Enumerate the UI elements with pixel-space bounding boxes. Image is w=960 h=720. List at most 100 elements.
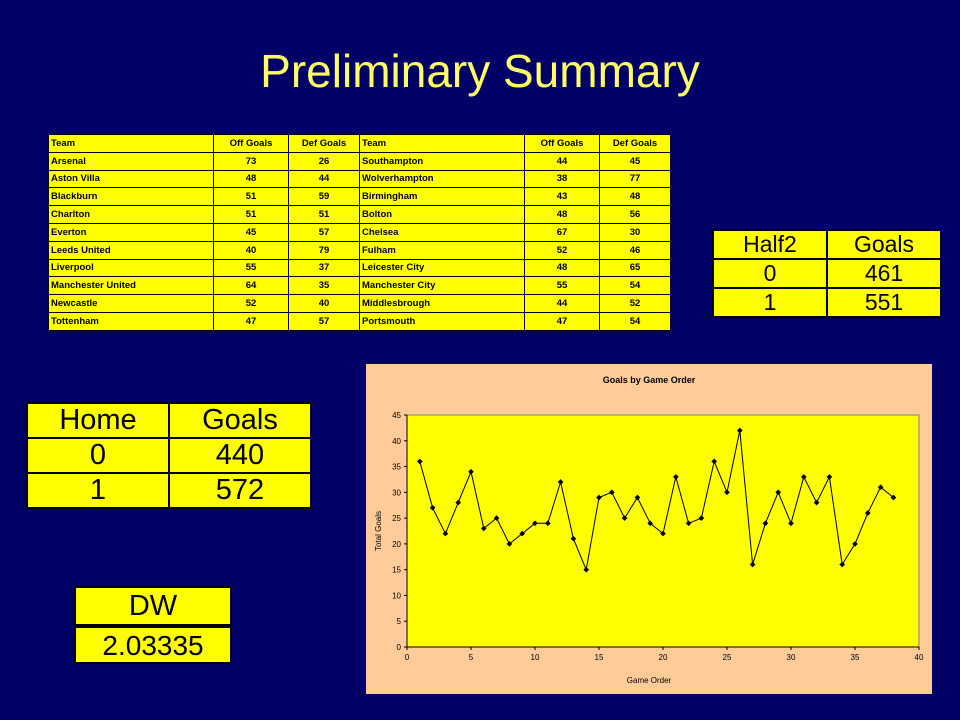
x-tick-label: 20 [659,653,668,662]
y-tick-label: 30 [392,488,401,497]
data-point [813,499,820,506]
def-goals: 57 [288,311,360,331]
def-goals: 77 [599,169,671,189]
off-goals: 45 [213,222,289,242]
off-goals: 43 [524,187,600,207]
def-goals: 54 [599,276,671,296]
half2-goals-table: Half2 Goals 0 461 1 551 [712,229,942,318]
home-goals-table: Home Goals 0 440 1 572 [26,402,312,509]
data-point [890,494,897,501]
team-name: Everton [48,222,214,242]
table-row: Liverpool 55 37 Leicester City 48 65 [48,258,671,278]
home-header-row: Home Goals [26,402,312,439]
data-point [621,515,628,521]
data-point [672,474,679,480]
def-goals: 51 [288,205,360,224]
table-row: 0 440 [26,437,312,474]
def-goals: 30 [599,222,671,242]
data-point [788,520,794,527]
off-goals: 55 [524,276,600,296]
data-point [877,484,884,491]
data-point [506,541,513,547]
chart-axes: 0 5 10 15 20 25 30 35 40 45 0 5 10 15 20 25 30 35 40 [392,411,924,662]
data-point [698,515,705,521]
header-def-goals: Def Goals [288,134,360,153]
y-tick-label: 20 [392,540,401,549]
y-tick-label: 45 [392,411,401,420]
data-point [608,489,615,496]
def-goals: 79 [288,240,360,260]
team-name: Tottenham [48,311,214,331]
data-point [749,561,756,568]
goals-by-game-order-chart: Goals by Game Order 0 5 10 15 20 25 30 35 40 45 0 5… [366,364,932,694]
data-point [711,458,718,465]
team-name: Liverpool [48,258,214,278]
team-name: Middlesbrough [359,294,525,313]
team-name: Newcastle [48,294,214,313]
team-name: Aston Villa [48,169,214,189]
page-title: Preliminary Summary [260,45,700,97]
def-goals: 45 [599,151,671,171]
table-row: Aston Villa 48 44 Wolverhampton 38 77 [48,169,671,189]
data-point [660,530,666,537]
header-team-2: Team [359,134,525,153]
off-goals: 55 [213,258,289,278]
y-tick-label: 15 [392,566,401,575]
data-point [493,515,500,521]
off-goals: 52 [213,294,289,313]
team-name: Arsenal [48,151,214,171]
x-tick-label: 35 [851,653,860,662]
table-row: 0 461 [712,258,942,289]
team-name: Chelsea [359,222,525,242]
off-goals: 73 [213,151,289,171]
series-line [419,430,894,572]
def-goals: 52 [599,294,671,313]
data-point [775,489,782,496]
data-point [596,494,602,501]
data-point [647,520,654,527]
off-goals: 67 [524,222,600,242]
data-point [480,525,487,532]
def-goals: 40 [288,294,360,313]
def-goals: 57 [288,222,360,242]
home-value: 0 [26,437,170,474]
def-goals: 46 [599,240,671,260]
off-goals: 48 [524,205,600,224]
data-point [736,427,743,434]
table-row: Charlton 51 51 Bolton 48 56 [48,205,671,224]
data-point [455,499,462,506]
dw-label: DW [74,586,232,626]
team-table-header-row: Team Off Goals Def Goals Team Off Goals … [48,134,671,153]
off-goals: 51 [213,205,289,224]
x-tick-label: 5 [469,653,474,662]
team-name: Charlton [48,205,214,224]
x-tick-label: 25 [723,653,732,662]
def-goals: 65 [599,258,671,278]
x-tick-label: 30 [787,653,796,662]
team-name: Wolverhampton [359,169,525,189]
off-goals: 48 [524,258,600,278]
off-goals: 52 [524,240,600,260]
off-goals: 38 [524,169,600,189]
table-row: Manchester United 64 35 Manchester City … [48,276,671,296]
off-goals: 40 [213,240,289,260]
off-goals: 64 [213,276,289,296]
def-goals: 48 [599,187,671,207]
off-goals: 51 [213,187,289,207]
half2-value: 1 [712,287,828,318]
header-team: Team [48,134,214,153]
table-row: Blackburn 51 59 Birmingham 43 48 [48,187,671,207]
team-name: Birmingham [359,187,525,207]
team-name: Southampton [359,151,525,171]
header-off-goals-2: Off Goals [524,134,600,153]
home-header: Home [26,402,170,439]
goals-header: Goals [168,402,312,439]
def-goals: 54 [599,311,671,331]
data-point [800,474,807,480]
header-def-goals-2: Def Goals [599,134,671,153]
table-row: Tottenham 47 57 Portsmouth 47 54 [48,311,671,331]
chart-title: Goals by Game Order [603,375,696,385]
x-tick-label: 10 [531,653,540,662]
team-name: Bolton [359,205,525,224]
data-point [852,541,858,547]
